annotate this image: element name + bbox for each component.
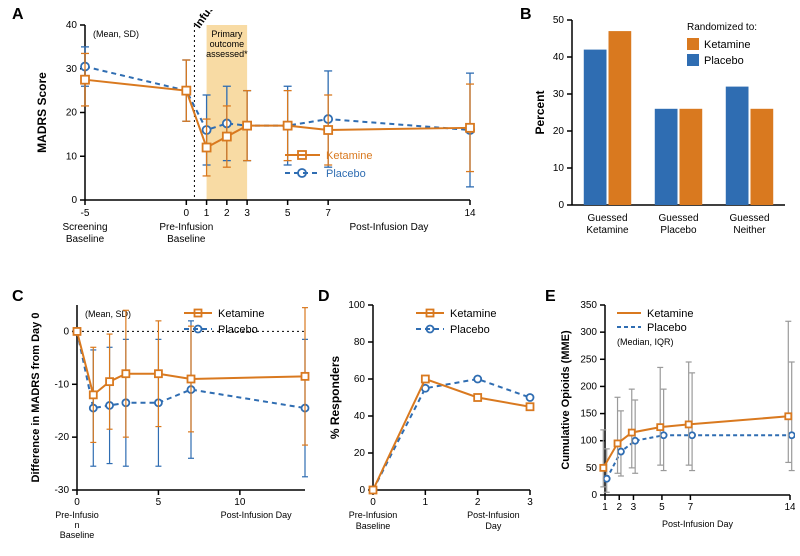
svg-text:outcome: outcome xyxy=(210,39,245,49)
svg-text:350: 350 xyxy=(580,300,597,311)
svg-text:Guessed: Guessed xyxy=(658,213,698,224)
svg-text:7: 7 xyxy=(688,502,694,513)
panel-a-chart: 010203040MADRS Score-501235714ScreeningB… xyxy=(30,10,480,270)
panel-e-chart: 0 50 100 150 200 250 300 350 Cumulative Opioids … xyxy=(555,295,795,550)
svg-text:Cumulative Opioids (MME): Cumulative Opioids (MME) xyxy=(560,330,572,470)
svg-text:% Responders: % Responders xyxy=(328,355,342,439)
panel-c-label: C xyxy=(12,288,24,306)
svg-text:Baseline: Baseline xyxy=(66,234,105,245)
svg-text:Neither: Neither xyxy=(733,225,766,236)
svg-text:0: 0 xyxy=(359,485,365,496)
svg-text:Screening: Screening xyxy=(62,222,107,233)
svg-text:Ketamine: Ketamine xyxy=(704,39,750,51)
svg-text:Randomized to:: Randomized to: xyxy=(687,22,757,33)
svg-text:250: 250 xyxy=(580,354,597,365)
svg-text:Guessed: Guessed xyxy=(729,213,769,224)
svg-text:Post-Infusion: Post-Infusion xyxy=(467,510,520,520)
svg-text:assessed*: assessed* xyxy=(206,49,248,59)
svg-text:2: 2 xyxy=(224,208,230,219)
svg-text:40: 40 xyxy=(66,20,78,31)
svg-text:1: 1 xyxy=(602,502,608,513)
svg-text:20: 20 xyxy=(553,126,565,137)
svg-text:Day: Day xyxy=(485,521,502,531)
svg-text:5: 5 xyxy=(285,208,291,219)
svg-text:Placebo: Placebo xyxy=(647,322,687,334)
panel-a-label: A xyxy=(12,6,24,24)
svg-text:Baseline: Baseline xyxy=(356,521,391,531)
svg-text:80: 80 xyxy=(354,337,366,348)
svg-text:3: 3 xyxy=(244,208,250,219)
svg-text:2: 2 xyxy=(616,502,622,513)
svg-text:20: 20 xyxy=(354,448,366,459)
svg-text:Ketamine: Ketamine xyxy=(326,150,372,162)
figure-root: A 010203040MADRS Score-501235714Screenin… xyxy=(0,0,800,556)
svg-text:10: 10 xyxy=(553,163,565,174)
svg-text:20: 20 xyxy=(66,108,78,119)
svg-text:5: 5 xyxy=(659,502,665,513)
svg-text:n: n xyxy=(74,520,79,530)
svg-text:14: 14 xyxy=(464,208,476,219)
svg-text:Placebo: Placebo xyxy=(326,168,366,180)
svg-text:Difference in MADRS from Day 0: Difference in MADRS from Day 0 xyxy=(30,313,42,483)
svg-text:0: 0 xyxy=(591,490,597,501)
svg-text:0: 0 xyxy=(370,497,376,508)
panel-c-chart: -30 -20 -10 0 Difference in MADRS from Day 0… xyxy=(25,295,310,550)
svg-text:5: 5 xyxy=(156,497,162,508)
svg-text:30: 30 xyxy=(66,64,78,75)
svg-text:Placebo: Placebo xyxy=(660,225,697,236)
svg-text:Guessed: Guessed xyxy=(587,213,627,224)
svg-text:-30: -30 xyxy=(55,485,70,496)
svg-text:Post-Infusion Day: Post-Infusion Day xyxy=(662,519,734,529)
svg-text:(Median, IQR): (Median, IQR) xyxy=(617,337,674,347)
svg-text:Pre-Infusion: Pre-Infusion xyxy=(159,222,213,233)
svg-text:Ketamine: Ketamine xyxy=(450,308,496,320)
svg-text:7: 7 xyxy=(325,208,331,219)
svg-text:0: 0 xyxy=(63,326,69,337)
svg-text:100: 100 xyxy=(348,300,365,311)
svg-text:1: 1 xyxy=(204,208,210,219)
svg-text:Ketamine: Ketamine xyxy=(218,308,264,320)
panel-d-chart: 0 20 40 60 80 100 % Responders 0 1 2 3 Pre-Infusion… xyxy=(325,295,535,550)
svg-text:-20: -20 xyxy=(55,432,70,443)
svg-text:30: 30 xyxy=(553,89,565,100)
svg-text:300: 300 xyxy=(580,327,597,338)
svg-text:Placebo: Placebo xyxy=(704,55,744,67)
svg-text:0: 0 xyxy=(74,497,80,508)
svg-text:150: 150 xyxy=(580,409,597,420)
svg-text:Pre-Infusio: Pre-Infusio xyxy=(55,510,99,520)
svg-text:(Mean, SD): (Mean, SD) xyxy=(93,29,139,39)
svg-text:Baseline: Baseline xyxy=(167,234,206,245)
svg-text:0: 0 xyxy=(184,208,190,219)
svg-text:Post-Infusion Day: Post-Infusion Day xyxy=(349,222,428,233)
svg-text:14: 14 xyxy=(784,502,795,513)
svg-text:-10: -10 xyxy=(55,379,70,390)
svg-text:Post-Infusion Day: Post-Infusion Day xyxy=(221,510,293,520)
svg-text:60: 60 xyxy=(354,374,366,385)
svg-text:Primary: Primary xyxy=(211,29,242,39)
svg-text:MADRS Score: MADRS Score xyxy=(35,72,49,153)
svg-text:Pre-Infusion: Pre-Infusion xyxy=(349,510,398,520)
svg-text:50: 50 xyxy=(553,15,565,26)
svg-text:1: 1 xyxy=(423,497,429,508)
svg-text:Placebo: Placebo xyxy=(218,324,258,336)
svg-text:-5: -5 xyxy=(81,208,90,219)
svg-text:3: 3 xyxy=(527,497,533,508)
svg-text:10: 10 xyxy=(66,151,78,162)
svg-text:Ketamine: Ketamine xyxy=(647,308,693,320)
svg-text:50: 50 xyxy=(586,463,598,474)
svg-text:200: 200 xyxy=(580,381,597,392)
svg-text:0: 0 xyxy=(558,200,564,211)
panel-b-chart: 01020304050PercentGuessedKetamineGuessed… xyxy=(530,10,790,260)
svg-text:Placebo: Placebo xyxy=(450,324,490,336)
svg-text:3: 3 xyxy=(631,502,637,513)
svg-text:Baseline: Baseline xyxy=(60,530,95,540)
svg-text:40: 40 xyxy=(553,52,565,63)
svg-text:10: 10 xyxy=(234,497,246,508)
svg-text:Ketamine: Ketamine xyxy=(586,225,629,236)
svg-text:2: 2 xyxy=(475,497,481,508)
svg-text:0: 0 xyxy=(71,195,77,206)
svg-text:40: 40 xyxy=(354,411,366,422)
svg-text:Percent: Percent xyxy=(533,90,547,134)
svg-text:100: 100 xyxy=(580,436,597,447)
